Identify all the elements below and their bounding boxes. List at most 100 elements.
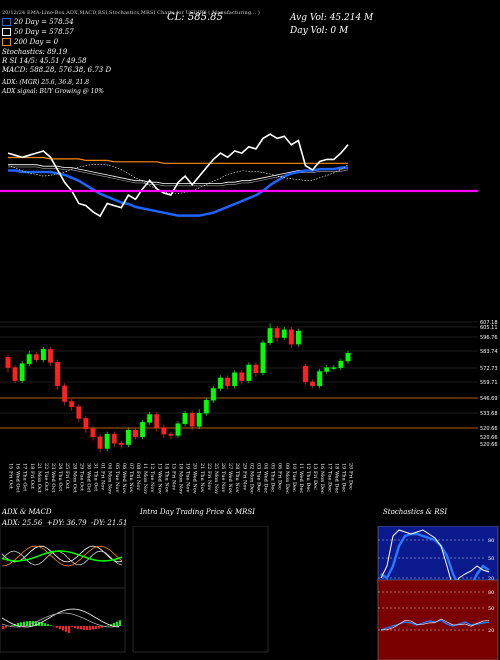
candle-body (125, 429, 131, 445)
price-grid (0, 321, 478, 429)
ema20-line (8, 166, 348, 217)
macd-bar (83, 626, 85, 630)
date-tick-label: 06 Wed Nov (121, 463, 127, 494)
macd-bar (5, 626, 7, 628)
candle-body (19, 363, 25, 381)
rsi-level-label: 20 (488, 628, 494, 634)
close-price-label: CL: 585.85 (167, 12, 223, 23)
price-tick-label: 607.18 (480, 320, 498, 326)
macd-bar (29, 621, 31, 626)
date-tick-label: 17 Thu Oct (22, 463, 28, 491)
date-tick-label: 01 Fri Nov (100, 463, 106, 490)
date-tick-label: 17 Tue Dec (326, 463, 332, 492)
price-tick-label: 546.69 (480, 396, 498, 402)
candle-body (104, 433, 110, 449)
panel-adx-title: ADX & MACD (2, 508, 52, 516)
candle-body (303, 366, 308, 383)
date-tick-label: 14 Thu Nov (163, 463, 169, 493)
date-tick-label: 11 Wed Dec (298, 463, 304, 493)
date-tick-label: 13 Fri Dec (312, 463, 318, 490)
candle-body (331, 367, 337, 369)
date-tick-label: 02 Mon Dec (248, 463, 254, 494)
price-tick-label: 596.76 (480, 335, 498, 341)
stochastics-value: Stochastics: 89.19 (2, 48, 68, 56)
candle-body (203, 399, 209, 414)
macd-bar (119, 620, 121, 626)
candle-body (317, 371, 323, 387)
macd-bar (101, 626, 103, 628)
date-tick-label: 28 Thu Nov (234, 463, 240, 493)
date-tick-label: 08 Fri Nov (135, 463, 141, 490)
candle-body (147, 414, 153, 423)
date-tick-label: 04 Mon Nov (107, 463, 113, 494)
dotted-signal-line (7, 163, 349, 194)
candle-body (274, 328, 280, 338)
macd-bar (74, 626, 76, 629)
macd-bar (41, 622, 43, 626)
candle-body (175, 423, 181, 436)
macd-bar (47, 624, 49, 626)
candle-body (97, 436, 103, 449)
intraday-panel (132, 526, 269, 653)
dip-value-text: +DY: 36.79 (46, 519, 87, 527)
macd-bar (65, 626, 67, 632)
dip-line (1, 545, 123, 567)
candle-body (26, 354, 32, 364)
date-tick-label: 11 Mon Nov (142, 463, 148, 494)
macd-bar (68, 626, 70, 634)
date-tick-label: 10 Tue Dec (291, 463, 297, 492)
date-tick-label: 28 Mon Oct (71, 463, 77, 493)
price-tick-label: 520.66 (480, 442, 498, 448)
date-tick-label: 29 Fri Nov (241, 463, 247, 490)
date-tick-label: 29 Tue Oct (78, 463, 84, 491)
macd-bar (17, 623, 19, 626)
stoch-d-line (380, 529, 490, 590)
date-tick-label: 06 Fri Dec (277, 463, 283, 490)
macd-bar (116, 621, 118, 626)
candle-body (48, 349, 53, 363)
macd-bar (56, 626, 58, 628)
macd-bar (89, 626, 91, 630)
date-tick-label: 21 Mon Oct (36, 463, 42, 493)
candle-body (324, 367, 330, 372)
macd-bar (20, 622, 22, 626)
date-tick-label: 18 Mon Nov (178, 463, 184, 494)
panel-stoch-title: Stochastics & RSI (383, 508, 448, 516)
panel-intraday-title: Intra Day Trading Price & MRSI (140, 508, 255, 516)
price-tick-label: 520.66 (480, 426, 498, 432)
macd-bar (107, 625, 109, 626)
candle-body (133, 429, 138, 437)
rsi-level-label: 50 (488, 606, 494, 612)
price-tick-label: 572.73 (480, 366, 498, 372)
macd-bar (2, 626, 4, 629)
macd-bar (53, 626, 55, 627)
date-tick-label: 22 Tue Oct (43, 463, 49, 491)
macd-bar (11, 625, 13, 626)
macd-bar (80, 626, 82, 630)
adx-values-line: ADX: 25.56 +DY: 36.79 -DY: 21.51 (2, 519, 127, 527)
macd-bar (77, 626, 79, 629)
mrsi-line (380, 618, 490, 631)
date-tick-label: 19 Tue Nov (185, 463, 191, 492)
ma50-label: 50 Day = 578.57 (14, 28, 74, 36)
date-tick-label: 16 Wed Oct (15, 463, 21, 492)
macd-bar (95, 626, 97, 630)
adx-value-text: ADX: 25.56 (2, 519, 43, 527)
adx-panel (0, 526, 126, 653)
macd-bar (62, 626, 64, 631)
macd-bar (92, 626, 94, 630)
date-axis: 15 Fri Oct 16 Wed Oct 17 Thu Oct 18 Fri Oct… (8, 463, 354, 494)
price-tick-label: 605.11 (480, 325, 498, 331)
ma20-swatch (2, 18, 11, 26)
date-tick-label: 18 Fri Oct (29, 463, 35, 489)
macd-bar (86, 626, 88, 630)
ema200-line (8, 156, 348, 164)
candle-body (62, 385, 68, 402)
candle-body (140, 422, 146, 437)
candle-body (168, 433, 174, 436)
date-tick-label: 16 Mon Dec (319, 463, 325, 494)
ema-lines (0, 133, 478, 218)
date-tick-label: 25 Mon Nov (213, 463, 219, 494)
stoch-level-label: 20 (488, 576, 494, 582)
candle-body (189, 412, 195, 427)
